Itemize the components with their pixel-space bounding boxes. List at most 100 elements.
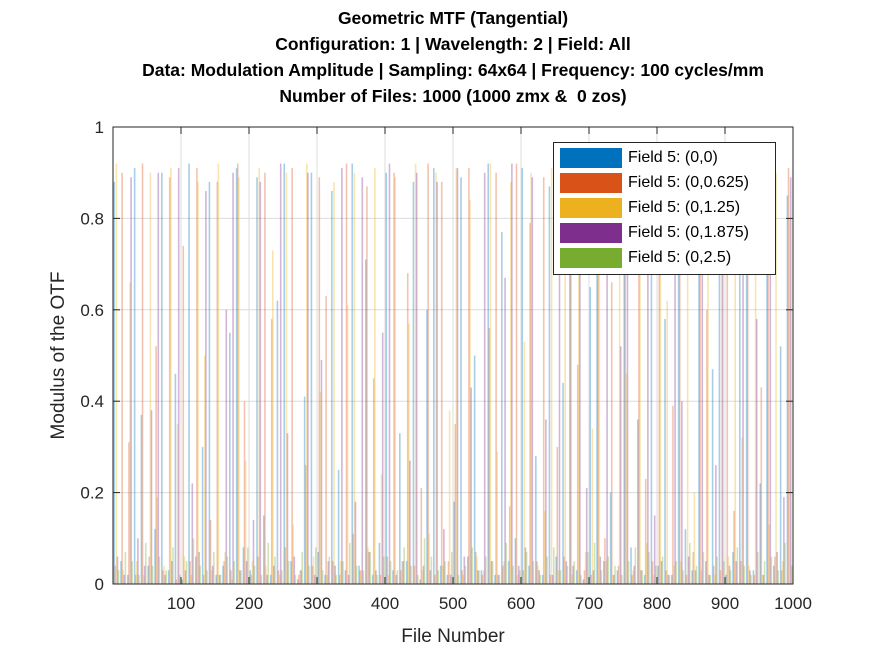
bar-4 xyxy=(137,538,139,584)
bar-3 xyxy=(476,556,478,584)
bar-4 xyxy=(307,172,309,584)
bar-5 xyxy=(267,542,269,584)
bar-3 xyxy=(734,177,736,584)
bar-5 xyxy=(342,561,344,584)
bar-4 xyxy=(585,488,588,584)
bar-5 xyxy=(151,565,154,584)
bar-4 xyxy=(619,346,622,584)
bar-3 xyxy=(122,570,124,584)
bar-2 xyxy=(529,222,531,584)
bar-1 xyxy=(623,181,626,584)
legend-item[interactable]: Field 5: (0,2.5) xyxy=(560,247,731,269)
bar-2 xyxy=(413,565,416,584)
bar-5 xyxy=(512,565,514,584)
bar-5 xyxy=(634,547,637,584)
bar-5 xyxy=(743,565,745,584)
bar-5 xyxy=(410,565,412,584)
bar-1 xyxy=(562,382,564,584)
bar-4 xyxy=(341,168,343,584)
legend-swatch xyxy=(560,248,622,268)
bar-5 xyxy=(165,570,167,584)
bar-4 xyxy=(320,360,323,584)
bar-5 xyxy=(131,561,133,584)
bar-5 xyxy=(348,542,351,584)
legend-item[interactable]: Field 5: (0,1.25) xyxy=(560,197,740,219)
legend-swatch xyxy=(560,148,622,168)
bar-5 xyxy=(192,538,195,584)
bar-4 xyxy=(225,309,228,584)
legend-item[interactable]: Field 5: (0,0.625) xyxy=(560,172,749,194)
bar-3 xyxy=(455,168,458,584)
bar-1 xyxy=(541,574,544,584)
bar-2 xyxy=(590,574,593,584)
bar-1 xyxy=(582,579,585,584)
bar-3 xyxy=(367,547,369,584)
bar-5 xyxy=(505,542,507,584)
bar-4 xyxy=(545,419,547,584)
bar-1 xyxy=(759,483,762,584)
bar-1 xyxy=(419,579,422,584)
bar-1 xyxy=(167,570,170,584)
bar-5 xyxy=(430,556,433,584)
bar-1 xyxy=(120,561,122,584)
bar-2 xyxy=(291,168,293,584)
bar-5 xyxy=(695,565,698,584)
bar-2 xyxy=(706,309,708,584)
bar-1 xyxy=(222,565,224,584)
bar-2 xyxy=(536,561,538,584)
bar-4 xyxy=(755,318,758,584)
bar-5 xyxy=(518,570,521,584)
legend[interactable]: Field 5: (0,0) Field 5: (0,0.625) Field 5:… xyxy=(553,142,776,275)
bar-5 xyxy=(736,547,739,584)
bar-5 xyxy=(185,561,188,584)
bar-5 xyxy=(124,552,127,584)
bar-5 xyxy=(314,547,317,584)
bar-1 xyxy=(399,433,401,584)
bar-3 xyxy=(272,250,274,584)
bar-3 xyxy=(306,163,308,584)
bar-5 xyxy=(280,570,283,584)
bar-2 xyxy=(121,172,123,584)
bar-1 xyxy=(405,561,408,584)
bar-4 xyxy=(402,561,404,584)
bar-3 xyxy=(204,355,206,584)
bar-1 xyxy=(235,168,238,584)
bar-3 xyxy=(176,424,179,584)
bar-3 xyxy=(340,561,342,584)
chart-title-line-4: Number of Files: 1000 (1000 zmx & 0 zos) xyxy=(279,86,627,106)
bar-3 xyxy=(605,561,607,584)
bar-5 xyxy=(389,561,392,584)
bar-1 xyxy=(779,346,782,584)
bar-1 xyxy=(773,565,775,584)
bar-5 xyxy=(226,556,229,584)
bar-1 xyxy=(691,570,694,584)
bar-1 xyxy=(263,515,265,584)
x-tick-label: 600 xyxy=(507,594,535,613)
bar-4 xyxy=(483,172,486,584)
bar-1 xyxy=(290,561,292,584)
bar-2 xyxy=(406,273,409,584)
legend-item[interactable]: Field 5: (0,1.875) xyxy=(560,222,749,244)
bar-5 xyxy=(403,547,405,584)
bar-5 xyxy=(464,565,467,584)
bar-4 xyxy=(551,574,554,584)
bar-1 xyxy=(446,574,449,584)
bar-1 xyxy=(133,168,136,584)
bar-2 xyxy=(298,574,300,584)
bar-3 xyxy=(387,574,390,584)
bar-1 xyxy=(521,168,524,584)
bar-3 xyxy=(224,552,226,584)
bar-2 xyxy=(325,296,327,584)
bar-4 xyxy=(626,163,629,584)
bar-4 xyxy=(273,565,275,584)
bar-3 xyxy=(530,172,532,584)
bar-2 xyxy=(454,424,457,584)
bar-4 xyxy=(143,565,146,584)
legend-item[interactable]: Field 5: (0,0) xyxy=(560,147,718,169)
bar-5 xyxy=(539,574,541,584)
bar-4 xyxy=(701,168,704,584)
bar-2 xyxy=(148,556,151,584)
bar-4 xyxy=(334,565,336,584)
bar-2 xyxy=(461,570,463,584)
